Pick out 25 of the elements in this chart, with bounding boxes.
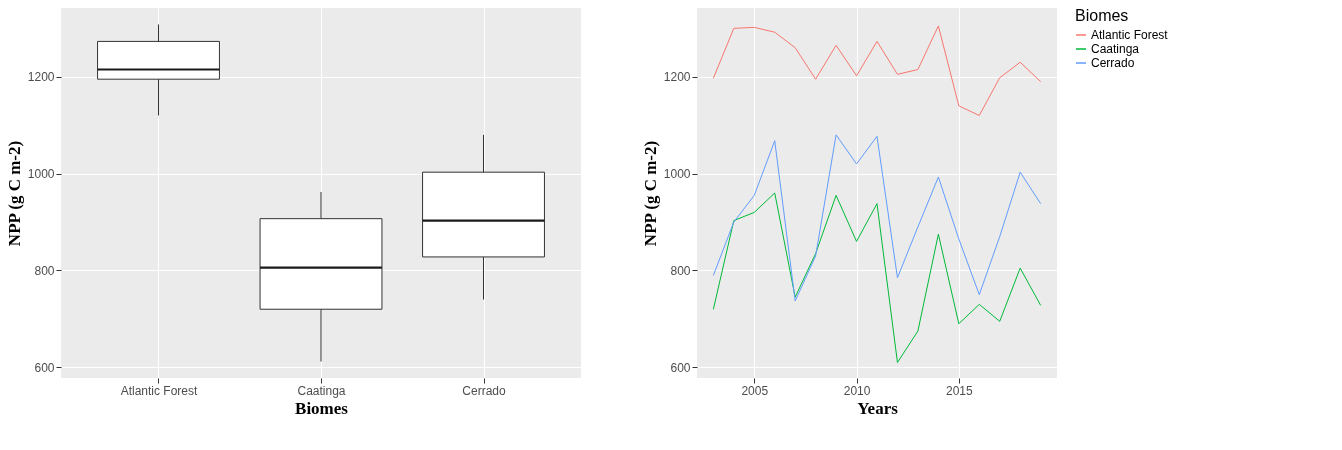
legend-title: Biomes	[1075, 7, 1129, 24]
y-tick-label: 600	[670, 360, 691, 375]
x-tick-label: Atlantic Forest	[120, 383, 199, 398]
legend-label: Caatinga	[1091, 42, 1140, 56]
y-tick-label: 600	[34, 360, 55, 375]
x-tick-label: Caatinga	[297, 383, 346, 398]
x-tick-label: 2005	[741, 383, 769, 398]
x-tick-label: 2015	[945, 383, 973, 398]
y-axis-title: NPP (g C m-2)	[640, 140, 660, 247]
y-axis-title: NPP (g C m-2)	[4, 140, 24, 247]
x-axis-title: Years	[857, 398, 899, 418]
line-series	[712, 134, 1042, 302]
x-tick-label: 2010	[843, 383, 871, 398]
legend-label: Atlantic Forest	[1091, 28, 1169, 42]
y-tick-label: 1200	[27, 70, 55, 85]
y-tick-label: 800	[670, 263, 691, 278]
line-series	[712, 192, 1042, 363]
x-tick-label: Cerrado	[462, 383, 506, 398]
y-tick-label: 800	[34, 263, 55, 278]
y-tick-label: 1000	[27, 167, 55, 182]
y-tick-label: 1200	[663, 70, 691, 85]
y-tick-label: 1000	[663, 167, 691, 182]
legend-label: Cerrado	[1091, 56, 1135, 70]
line-series	[712, 25, 1042, 117]
x-axis-title: Biomes	[295, 398, 349, 418]
